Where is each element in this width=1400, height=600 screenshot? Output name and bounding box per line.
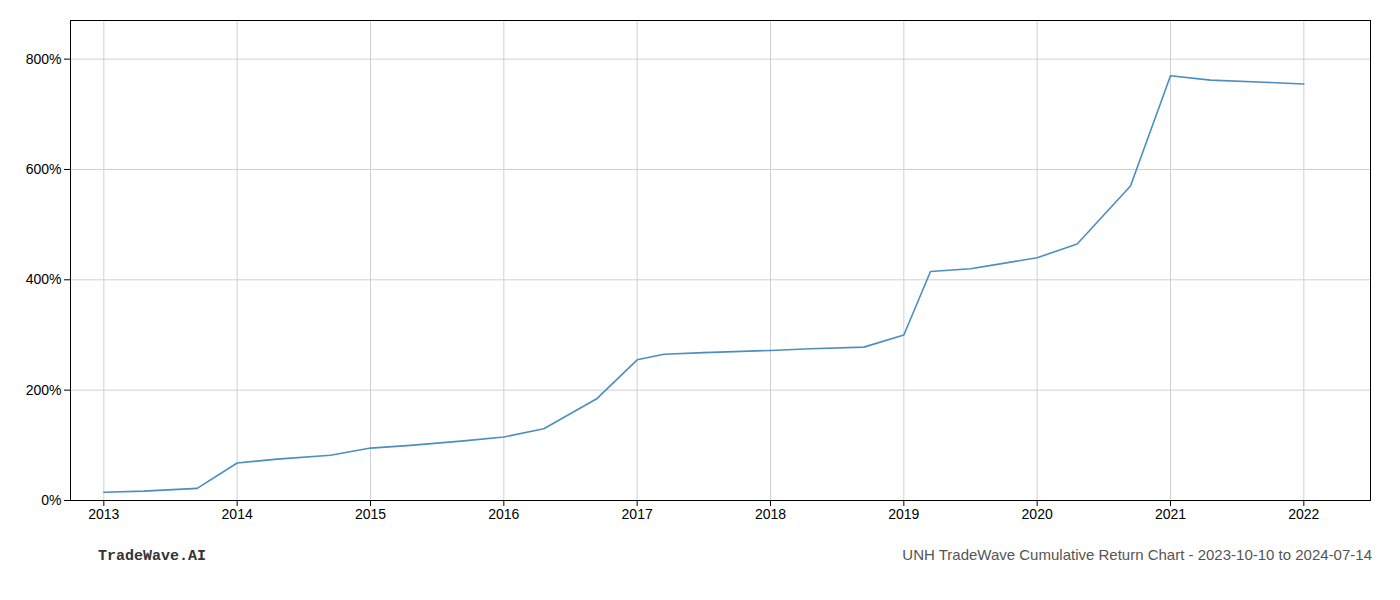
svg-text:2014: 2014	[222, 506, 253, 522]
svg-text:2019: 2019	[888, 506, 919, 522]
svg-text:2021: 2021	[1155, 506, 1186, 522]
svg-text:2018: 2018	[755, 506, 786, 522]
svg-text:400%: 400%	[26, 271, 62, 287]
svg-text:2015: 2015	[355, 506, 386, 522]
html-text:UNH TradeWave Cumulative Retur: UNH TradeWave Cumulative Return Chart - …	[902, 546, 1372, 563]
svg-text:2016: 2016	[488, 506, 519, 522]
svg-text:2013: 2013	[88, 506, 119, 522]
svg-text:0%: 0%	[41, 492, 61, 508]
svg-text:2020: 2020	[1022, 506, 1053, 522]
svg-text:2022: 2022	[1288, 506, 1319, 522]
svg-text:600%: 600%	[26, 161, 62, 177]
svg-text:800%: 800%	[26, 51, 62, 67]
svg-text:2017: 2017	[622, 506, 653, 522]
svg-text:200%: 200%	[26, 382, 62, 398]
html-text:TradeWave.AI: TradeWave.AI	[98, 548, 206, 565]
